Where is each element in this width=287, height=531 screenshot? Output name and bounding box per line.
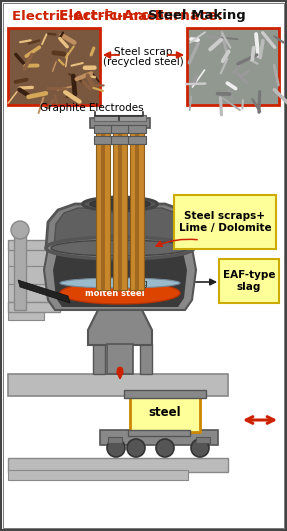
FancyBboxPatch shape	[174, 195, 276, 249]
Bar	[14, 230, 26, 310]
Bar	[124, 390, 206, 398]
Bar	[93, 344, 105, 374]
Circle shape	[156, 439, 174, 457]
Ellipse shape	[51, 240, 189, 256]
Bar	[128, 136, 146, 144]
Text: Slag: Slag	[132, 278, 148, 287]
Bar	[8, 28, 100, 105]
Bar	[8, 302, 60, 312]
Circle shape	[127, 439, 145, 457]
Text: Steel scrap: Steel scrap	[114, 47, 172, 57]
Ellipse shape	[46, 237, 194, 259]
Bar	[113, 125, 127, 290]
Bar	[100, 430, 218, 445]
Ellipse shape	[60, 278, 180, 288]
Bar	[8, 302, 44, 320]
Bar	[196, 437, 210, 443]
Ellipse shape	[90, 199, 150, 209]
Text: molten steel: molten steel	[85, 288, 145, 297]
Bar	[111, 136, 129, 144]
Text: Electric-Arc-Furnace:: Electric-Arc-Furnace:	[12, 10, 174, 22]
Bar	[94, 125, 112, 133]
Text: (recycled steel): (recycled steel)	[103, 57, 183, 67]
Bar	[94, 136, 112, 144]
Bar	[128, 430, 190, 436]
Bar	[8, 470, 188, 480]
Bar	[135, 125, 139, 290]
Circle shape	[107, 439, 125, 457]
Bar	[8, 240, 76, 250]
Bar	[8, 266, 60, 284]
Text: EAF-type
slag: EAF-type slag	[223, 270, 275, 292]
Bar	[140, 344, 152, 374]
Text: Steel scraps+
Lime / Dolomite: Steel scraps+ Lime / Dolomite	[179, 211, 271, 233]
Circle shape	[191, 439, 209, 457]
Bar	[8, 284, 52, 302]
Polygon shape	[44, 225, 196, 310]
Bar	[118, 125, 122, 290]
Circle shape	[117, 367, 123, 373]
Bar	[96, 125, 110, 290]
Bar	[8, 458, 228, 472]
Bar	[187, 28, 279, 105]
Text: Graphite Electrodes: Graphite Electrodes	[40, 103, 144, 113]
Text: steel: steel	[149, 407, 181, 419]
Text: Steel Making: Steel Making	[148, 10, 246, 22]
Polygon shape	[88, 310, 152, 345]
Polygon shape	[18, 280, 70, 303]
Bar	[128, 125, 146, 133]
FancyBboxPatch shape	[219, 259, 279, 303]
Ellipse shape	[60, 282, 180, 304]
Text: Electric-Arc-Furnace:: Electric-Arc-Furnace:	[59, 9, 227, 23]
Bar	[130, 394, 200, 432]
Bar	[8, 374, 228, 396]
Bar	[108, 437, 122, 443]
Bar	[130, 125, 144, 290]
Ellipse shape	[82, 197, 158, 211]
Bar	[8, 248, 68, 266]
Bar	[94, 115, 146, 121]
Bar	[111, 125, 129, 133]
Polygon shape	[46, 204, 194, 248]
Polygon shape	[54, 208, 186, 247]
Bar	[107, 344, 133, 374]
Bar	[101, 125, 105, 290]
Polygon shape	[53, 234, 187, 307]
Bar	[90, 118, 150, 128]
Circle shape	[11, 221, 29, 239]
